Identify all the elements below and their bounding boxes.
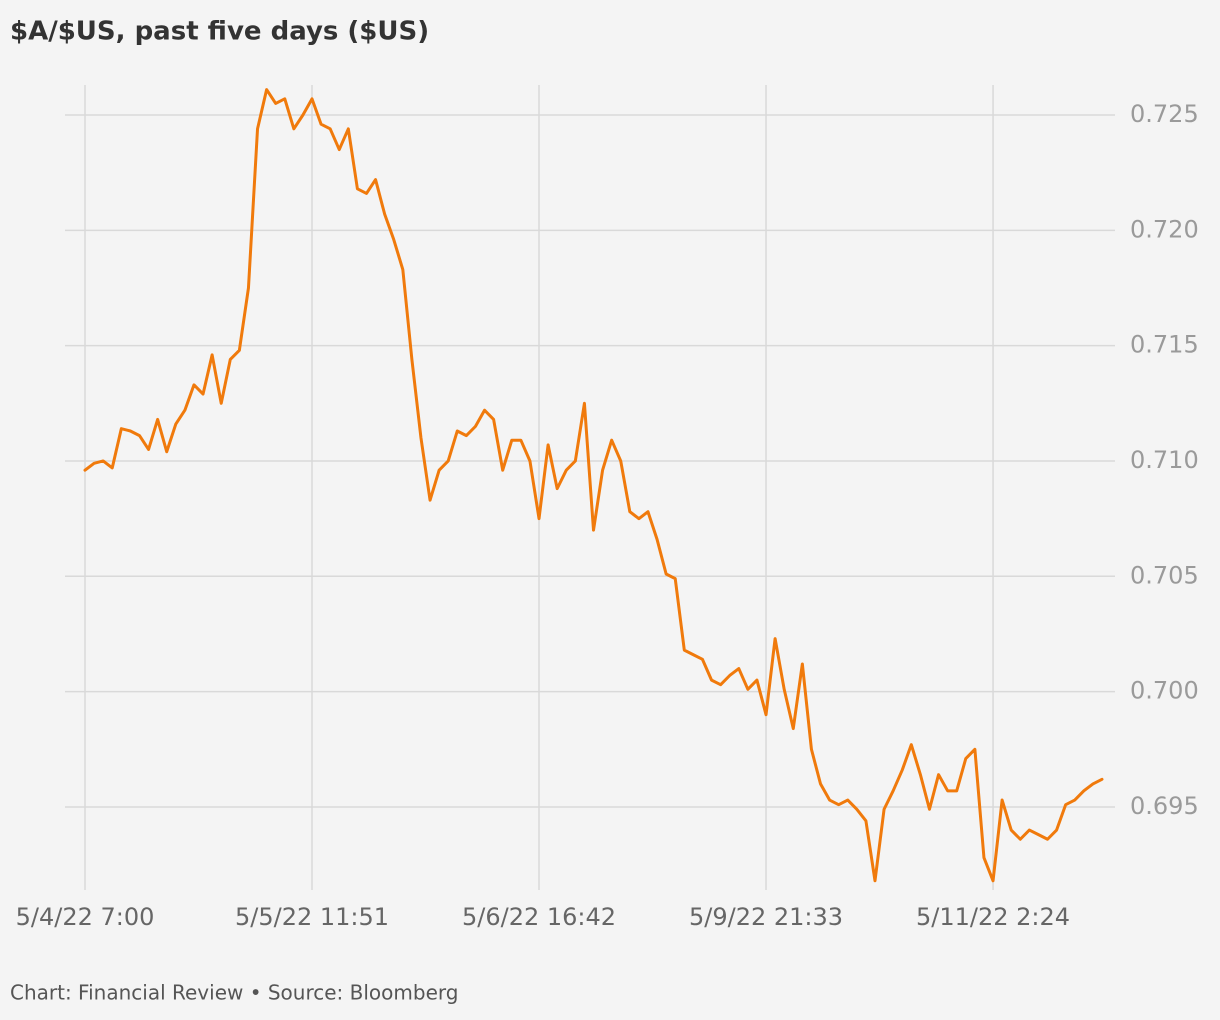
x-tick-label: 5/4/22 7:00 bbox=[16, 903, 155, 931]
source-note: Chart: Financial Review • Source: Bloomb… bbox=[10, 981, 458, 1005]
y-tick-label: 0.725 bbox=[1130, 100, 1199, 128]
y-tick-label: 0.715 bbox=[1130, 331, 1199, 359]
y-tick-label: 0.710 bbox=[1130, 446, 1199, 474]
y-tick-label: 0.695 bbox=[1130, 792, 1199, 820]
x-tick-label: 5/6/22 16:42 bbox=[462, 903, 616, 931]
x-tick-label: 5/9/22 21:33 bbox=[689, 903, 843, 931]
x-tick-label: 5/5/22 11:51 bbox=[235, 903, 389, 931]
y-tick-label: 0.720 bbox=[1130, 215, 1199, 243]
price-line bbox=[83, 88, 1104, 883]
chart-title: $A/$US, past five days ($US) bbox=[10, 17, 429, 47]
x-tick-label: 5/11/22 2:24 bbox=[916, 903, 1070, 931]
y-tick-label: 0.700 bbox=[1130, 677, 1199, 705]
y-tick-label: 0.705 bbox=[1130, 561, 1199, 589]
